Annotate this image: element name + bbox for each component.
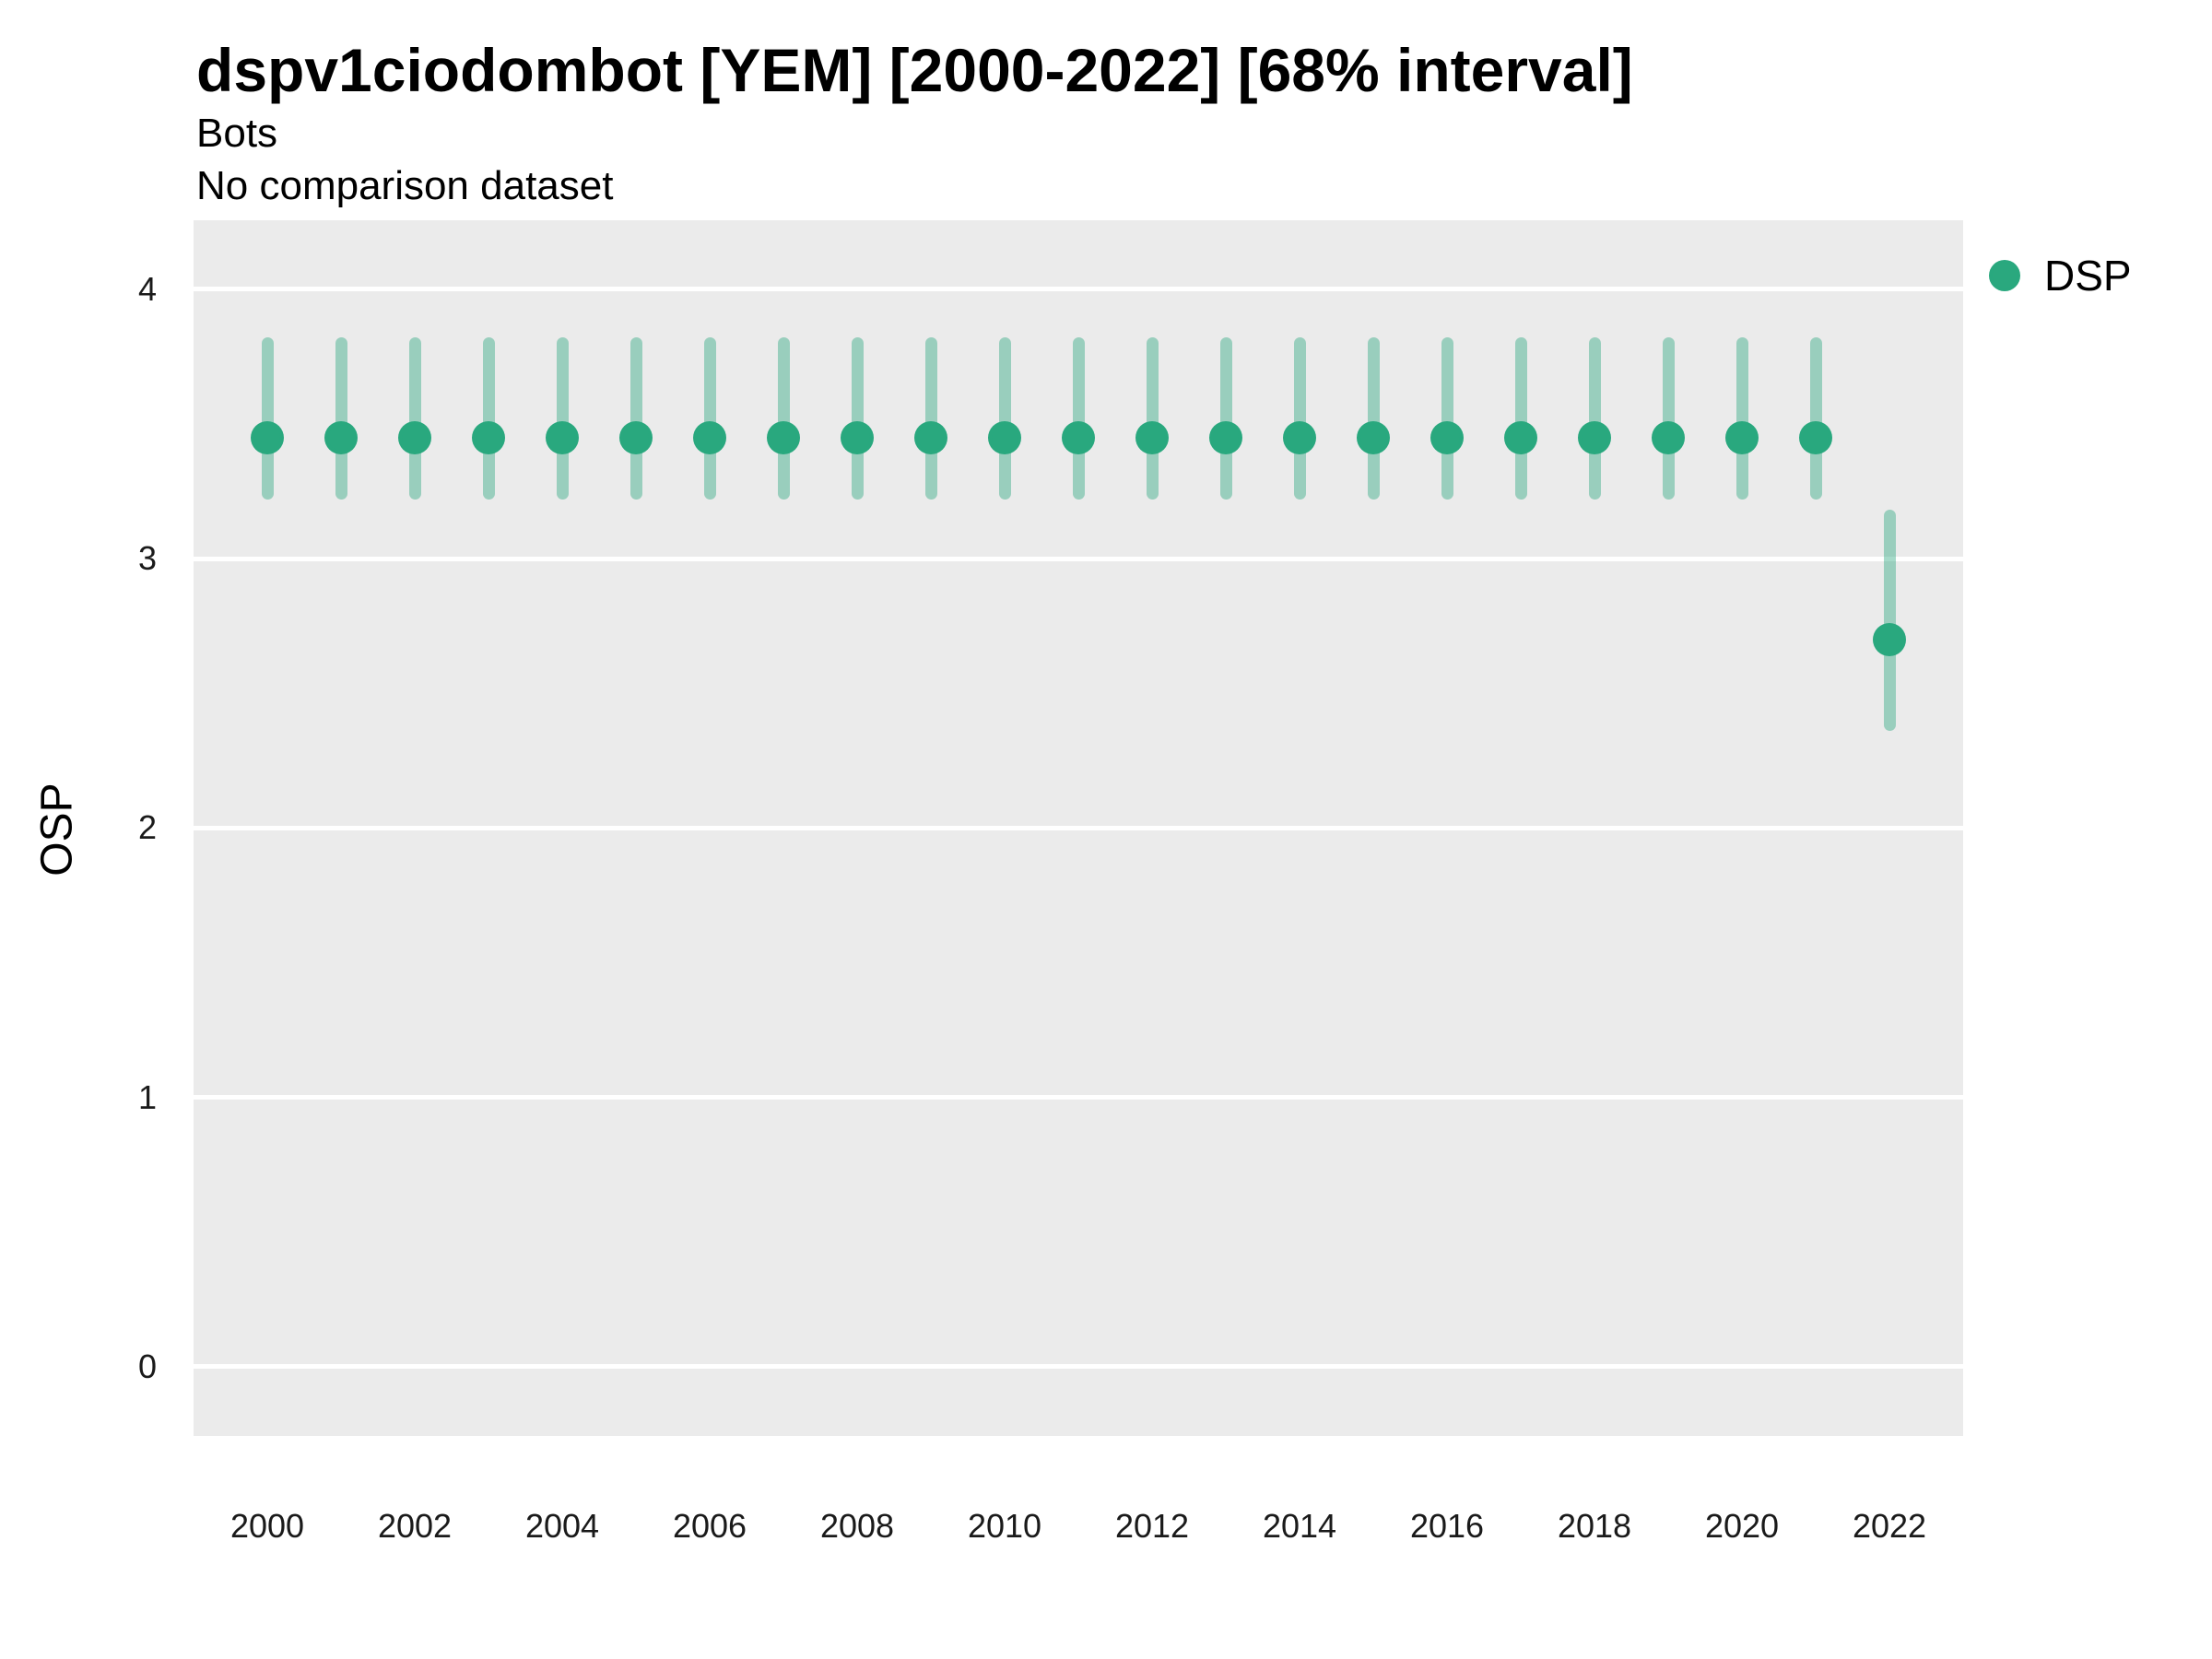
x-tick-label-2006: 2006 (672, 1507, 747, 1545)
point-2010 (988, 420, 1021, 454)
point-2012 (1135, 420, 1169, 454)
gridline-y-0 (194, 1364, 1963, 1370)
interval-bar-2002 (408, 337, 421, 500)
x-tick-label-2012: 2012 (1114, 1507, 1190, 1545)
plot-panel (194, 220, 1963, 1436)
interval-bar-2000 (261, 337, 274, 500)
gridline-y-1 (194, 1095, 1963, 1100)
legend-item-label: DSP (2044, 252, 2132, 300)
point-2020 (1725, 420, 1759, 454)
point-2003 (472, 420, 505, 454)
point-2018 (1578, 420, 1611, 454)
point-2019 (1652, 420, 1685, 454)
interval-bar-2009 (924, 337, 937, 500)
interval-bar-2004 (556, 337, 569, 500)
point-2021 (1799, 420, 1832, 454)
x-tick-label-2014: 2014 (1262, 1507, 1337, 1545)
point-2014 (1283, 420, 1316, 454)
interval-bar-2017 (1514, 337, 1527, 500)
interval-bar-2020 (1735, 337, 1748, 500)
x-tick-label-2010: 2010 (967, 1507, 1042, 1545)
x-tick-label-2018: 2018 (1557, 1507, 1632, 1545)
point-2008 (841, 420, 874, 454)
x-tick-label-2004: 2004 (524, 1507, 600, 1545)
point-2004 (546, 420, 579, 454)
x-tick-label-2002: 2002 (377, 1507, 453, 1545)
point-2007 (767, 420, 800, 454)
gridline-y-4 (194, 287, 1963, 292)
interval-bar-2015 (1367, 337, 1380, 500)
point-2002 (398, 420, 431, 454)
interval-bar-2013 (1219, 337, 1232, 500)
point-2016 (1430, 420, 1464, 454)
chart-title: dspv1ciodombot [YEM] [2000-2022] [68% in… (196, 36, 1633, 104)
interval-bar-2021 (1809, 337, 1822, 500)
legend-point-icon (1989, 260, 2020, 291)
interval-bar-2008 (851, 337, 864, 500)
interval-bar-2001 (335, 337, 347, 500)
chart-subtitle: Bots (196, 111, 278, 156)
y-tick-label-0: 0 (137, 1347, 157, 1385)
legend: DSP (1989, 251, 2132, 300)
interval-bar-2019 (1662, 337, 1675, 500)
y-tick-label-2: 2 (137, 808, 157, 847)
point-2013 (1209, 420, 1242, 454)
interval-bar-2022 (1883, 510, 1896, 732)
interval-bar-2006 (703, 337, 716, 500)
point-2000 (251, 420, 284, 454)
x-tick-label-2020: 2020 (1704, 1507, 1780, 1545)
point-2009 (914, 420, 947, 454)
y-tick-label-3: 3 (137, 539, 157, 578)
interval-bar-2010 (998, 337, 1011, 500)
interval-bar-2014 (1293, 337, 1306, 500)
point-2005 (619, 420, 653, 454)
interval-bar-2007 (777, 337, 790, 500)
y-tick-label-4: 4 (137, 269, 157, 308)
interval-bar-2003 (482, 337, 495, 500)
x-tick-label-2008: 2008 (819, 1507, 895, 1545)
chart-note: No comparison dataset (196, 163, 614, 208)
point-2001 (324, 420, 358, 454)
point-2017 (1504, 420, 1537, 454)
point-2006 (693, 420, 726, 454)
gridline-y-2 (194, 825, 1963, 830)
interval-bar-2016 (1441, 337, 1453, 500)
point-2022 (1873, 622, 1906, 656)
x-tick-label-2016: 2016 (1409, 1507, 1485, 1545)
interval-bar-2012 (1146, 337, 1159, 500)
gridline-y-3 (194, 556, 1963, 561)
interval-bar-2005 (629, 337, 642, 500)
interval-bar-2018 (1588, 337, 1601, 500)
x-tick-label-2022: 2022 (1852, 1507, 1927, 1545)
point-2011 (1062, 420, 1095, 454)
point-2015 (1357, 420, 1390, 454)
interval-bar-2011 (1072, 337, 1085, 500)
x-tick-label-2000: 2000 (229, 1507, 305, 1545)
y-tick-label-1: 1 (137, 1077, 157, 1116)
